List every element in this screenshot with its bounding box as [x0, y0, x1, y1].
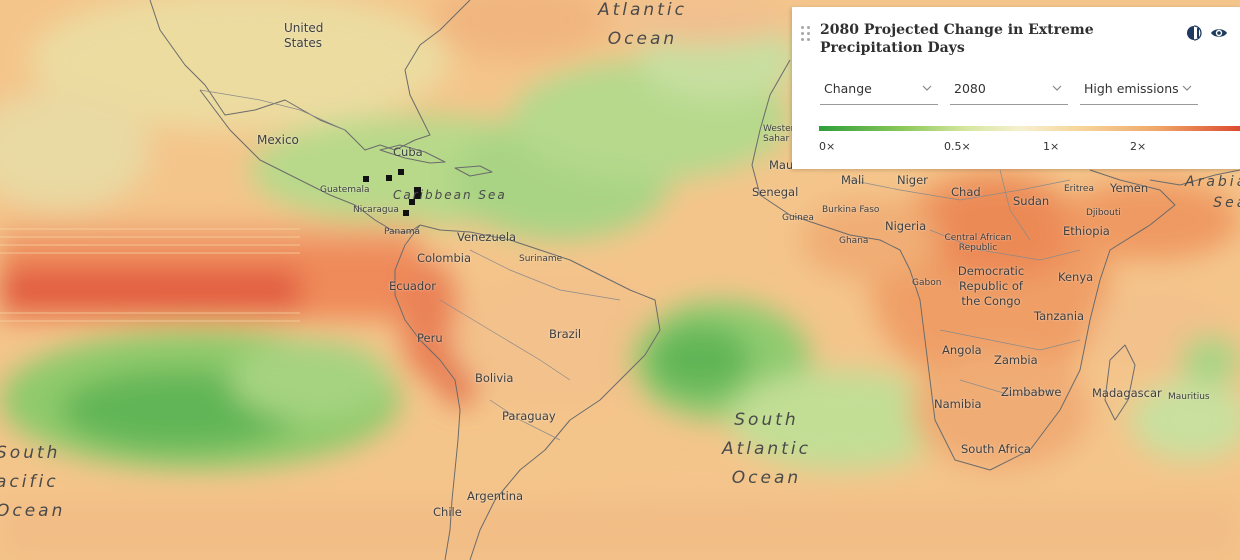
- legend-label-0-5x: 0.5×: [944, 140, 971, 153]
- station-marker[interactable]: [398, 169, 404, 175]
- year-select-value: 2080: [954, 81, 986, 96]
- label-niger: Niger: [897, 173, 928, 187]
- chevron-down-icon: [1182, 85, 1192, 91]
- metric-select[interactable]: Change: [820, 74, 938, 105]
- station-marker[interactable]: [363, 176, 369, 182]
- legend-label-0x: 0×: [819, 140, 836, 153]
- label-guinea: Guinea: [782, 213, 814, 223]
- label-ethiopia: Ethiopia: [1063, 224, 1110, 238]
- label-united-states: United States: [284, 21, 324, 50]
- label-suriname: Suriname: [519, 254, 563, 264]
- label-senegal: Senegal: [752, 185, 799, 199]
- compare-icon[interactable]: [1185, 24, 1203, 42]
- ocean-label-arabian-sea: Arabia Sea: [1185, 174, 1240, 211]
- label-namibia: Namibia: [934, 397, 982, 411]
- label-angola: Angola: [942, 343, 982, 357]
- drag-handle-icon[interactable]: [801, 26, 813, 42]
- label-guatemala: Guatemala: [320, 185, 370, 195]
- label-mexico: Mexico: [257, 133, 299, 147]
- station-marker[interactable]: [409, 199, 415, 205]
- label-south-africa: South Africa: [961, 442, 1031, 456]
- legend-label-1x: 1×: [1043, 140, 1060, 153]
- label-central-african-republic: Central African Republic: [944, 233, 1012, 253]
- ocean-label-south-pacific: South acific Ocean: [0, 443, 66, 521]
- scenario-select-value: High emissions: [1084, 81, 1179, 96]
- chevron-down-icon: [1052, 85, 1062, 91]
- label-zimbabwe: Zimbabwe: [1001, 385, 1062, 399]
- legend-label-2x: 2×: [1130, 140, 1147, 153]
- label-mauritania: Mau: [769, 158, 794, 172]
- label-chad: Chad: [951, 185, 981, 199]
- label-chile: Chile: [433, 505, 462, 519]
- label-mali: Mali: [841, 173, 865, 187]
- panel-title: 2080 Projected Change in Extreme Precipi…: [820, 22, 1094, 56]
- label-eritrea: Eritrea: [1064, 184, 1094, 194]
- label-nicaragua: Nicaragua: [353, 205, 399, 215]
- ocean-label-north-atlantic: Atlantic Ocean: [598, 0, 687, 49]
- chevron-down-icon: [922, 85, 932, 91]
- layer-info-panel: 2080 Projected Change in Extreme Precipi…: [792, 7, 1240, 169]
- label-burkina-faso: Burkina Faso: [822, 205, 880, 215]
- label-colombia: Colombia: [417, 251, 472, 265]
- metric-select-value: Change: [824, 81, 872, 96]
- raster-banding: [0, 228, 300, 322]
- label-peru: Peru: [417, 331, 443, 345]
- label-gabon: Gabon: [912, 278, 942, 288]
- label-bolivia: Bolivia: [475, 371, 514, 385]
- label-western-sahara: Wester Sahar: [763, 124, 795, 144]
- label-paraguay: Paraguay: [502, 409, 556, 423]
- label-mauritius: Mauritius: [1168, 392, 1210, 402]
- label-panama: Panama: [384, 227, 421, 237]
- label-tanzania: Tanzania: [1034, 309, 1085, 323]
- label-yemen: Yemen: [1110, 181, 1149, 195]
- label-venezuela: Venezuela: [457, 230, 517, 244]
- legend-color-bar: [819, 126, 1240, 131]
- coastlines: [149, 0, 1240, 560]
- label-madagascar: Madagascar: [1092, 386, 1162, 400]
- station-marker[interactable]: [414, 193, 421, 199]
- station-marker[interactable]: [386, 175, 392, 181]
- station-marker[interactable]: [414, 187, 421, 194]
- label-nigeria: Nigeria: [885, 219, 927, 233]
- sea-label-caribbean: Caribbean Sea: [393, 188, 507, 202]
- station-markers[interactable]: [363, 169, 421, 216]
- label-sudan: Sudan: [1013, 194, 1050, 208]
- label-zambia: Zambia: [994, 353, 1038, 367]
- borders: [199, 89, 1081, 441]
- label-ecuador: Ecuador: [389, 279, 436, 293]
- label-cuba: Cuba: [393, 145, 423, 159]
- label-drc: Democratic Republic of the Congo: [957, 264, 1025, 308]
- scenario-select[interactable]: High emissions: [1080, 74, 1198, 105]
- label-brazil: Brazil: [549, 327, 582, 341]
- label-ghana: Ghana: [839, 236, 869, 246]
- label-argentina: Argentina: [467, 489, 524, 503]
- year-select[interactable]: 2080: [950, 74, 1068, 105]
- ocean-label-south-atlantic: South Atlantic Ocean: [722, 410, 811, 488]
- label-kenya: Kenya: [1058, 270, 1094, 284]
- visibility-eye-icon[interactable]: [1210, 24, 1228, 42]
- station-marker[interactable]: [403, 210, 409, 216]
- label-djibouti: Djibouti: [1086, 208, 1121, 218]
